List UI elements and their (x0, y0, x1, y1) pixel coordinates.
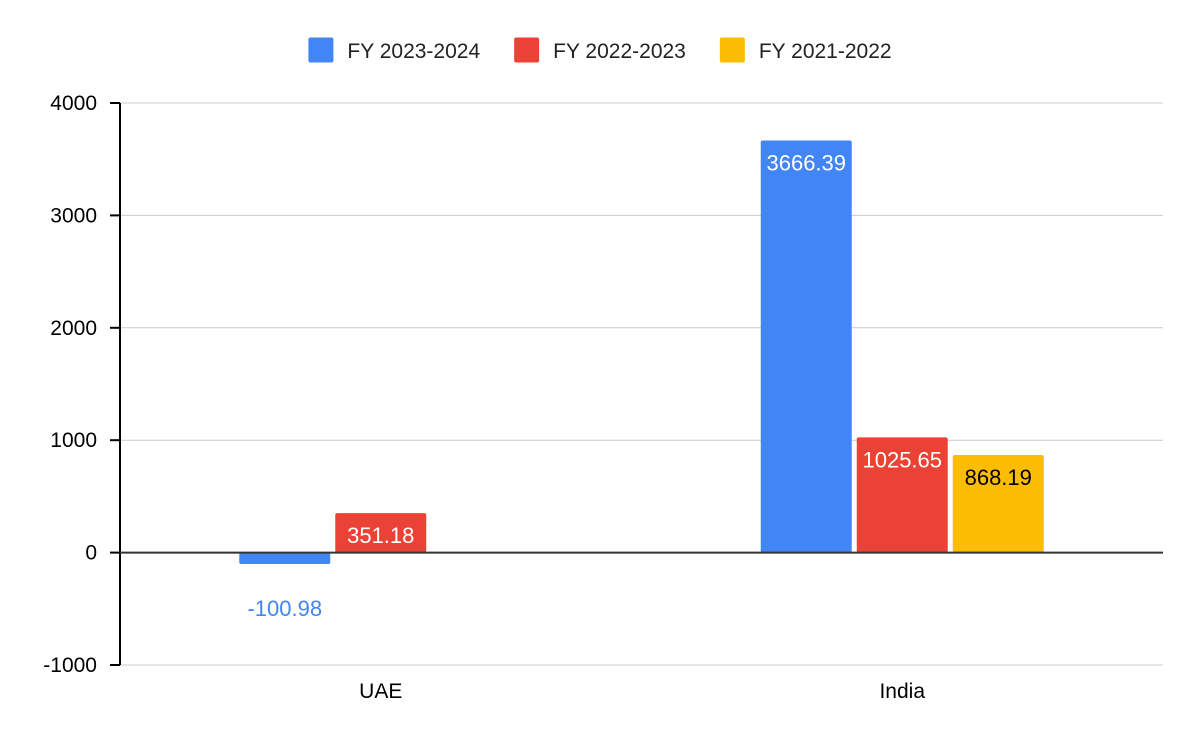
y-tick-label: 1000 (50, 429, 97, 452)
bars (239, 140, 1044, 564)
legend-swatch (719, 37, 745, 63)
y-tick-label: -1000 (43, 654, 97, 677)
bar (335, 513, 427, 553)
data-label: 868.19 (965, 465, 1032, 490)
x-tick-label: UAE (359, 680, 402, 703)
bar (239, 552, 331, 564)
legend-label: FY 2023-2024 (347, 40, 480, 63)
legend-label: FY 2021-2022 (759, 40, 892, 63)
legend-label: FY 2022-2023 (553, 40, 686, 63)
bar (856, 437, 948, 553)
bar (760, 140, 852, 553)
data-label: 351.18 (347, 523, 414, 548)
y-tick-label: 0 (85, 542, 97, 565)
y-tick-label: 2000 (50, 317, 97, 340)
bar (952, 455, 1044, 553)
data-label: -100.98 (247, 596, 322, 621)
gridlines (120, 102, 1163, 666)
y-axis-ticks: -1000 0 1000 2000 3000 4000 (43, 92, 120, 677)
x-tick-label: India (879, 680, 925, 703)
y-tick-label: 3000 (50, 204, 97, 227)
axes (119, 103, 1163, 665)
data-label: 1025.65 (862, 447, 942, 472)
legend-swatch (308, 37, 334, 63)
data-label: 3666.39 (766, 150, 846, 175)
x-axis-ticks: UAE India (359, 680, 925, 703)
legend: FY 2023-2024 FY 2022-2023 FY 2021-2022 (308, 37, 892, 63)
data-labels: -100.98 351.18 3666.39 1025.65 868.19 (247, 150, 1031, 620)
y-tick-label: 4000 (50, 92, 97, 115)
legend-swatch (514, 37, 540, 63)
